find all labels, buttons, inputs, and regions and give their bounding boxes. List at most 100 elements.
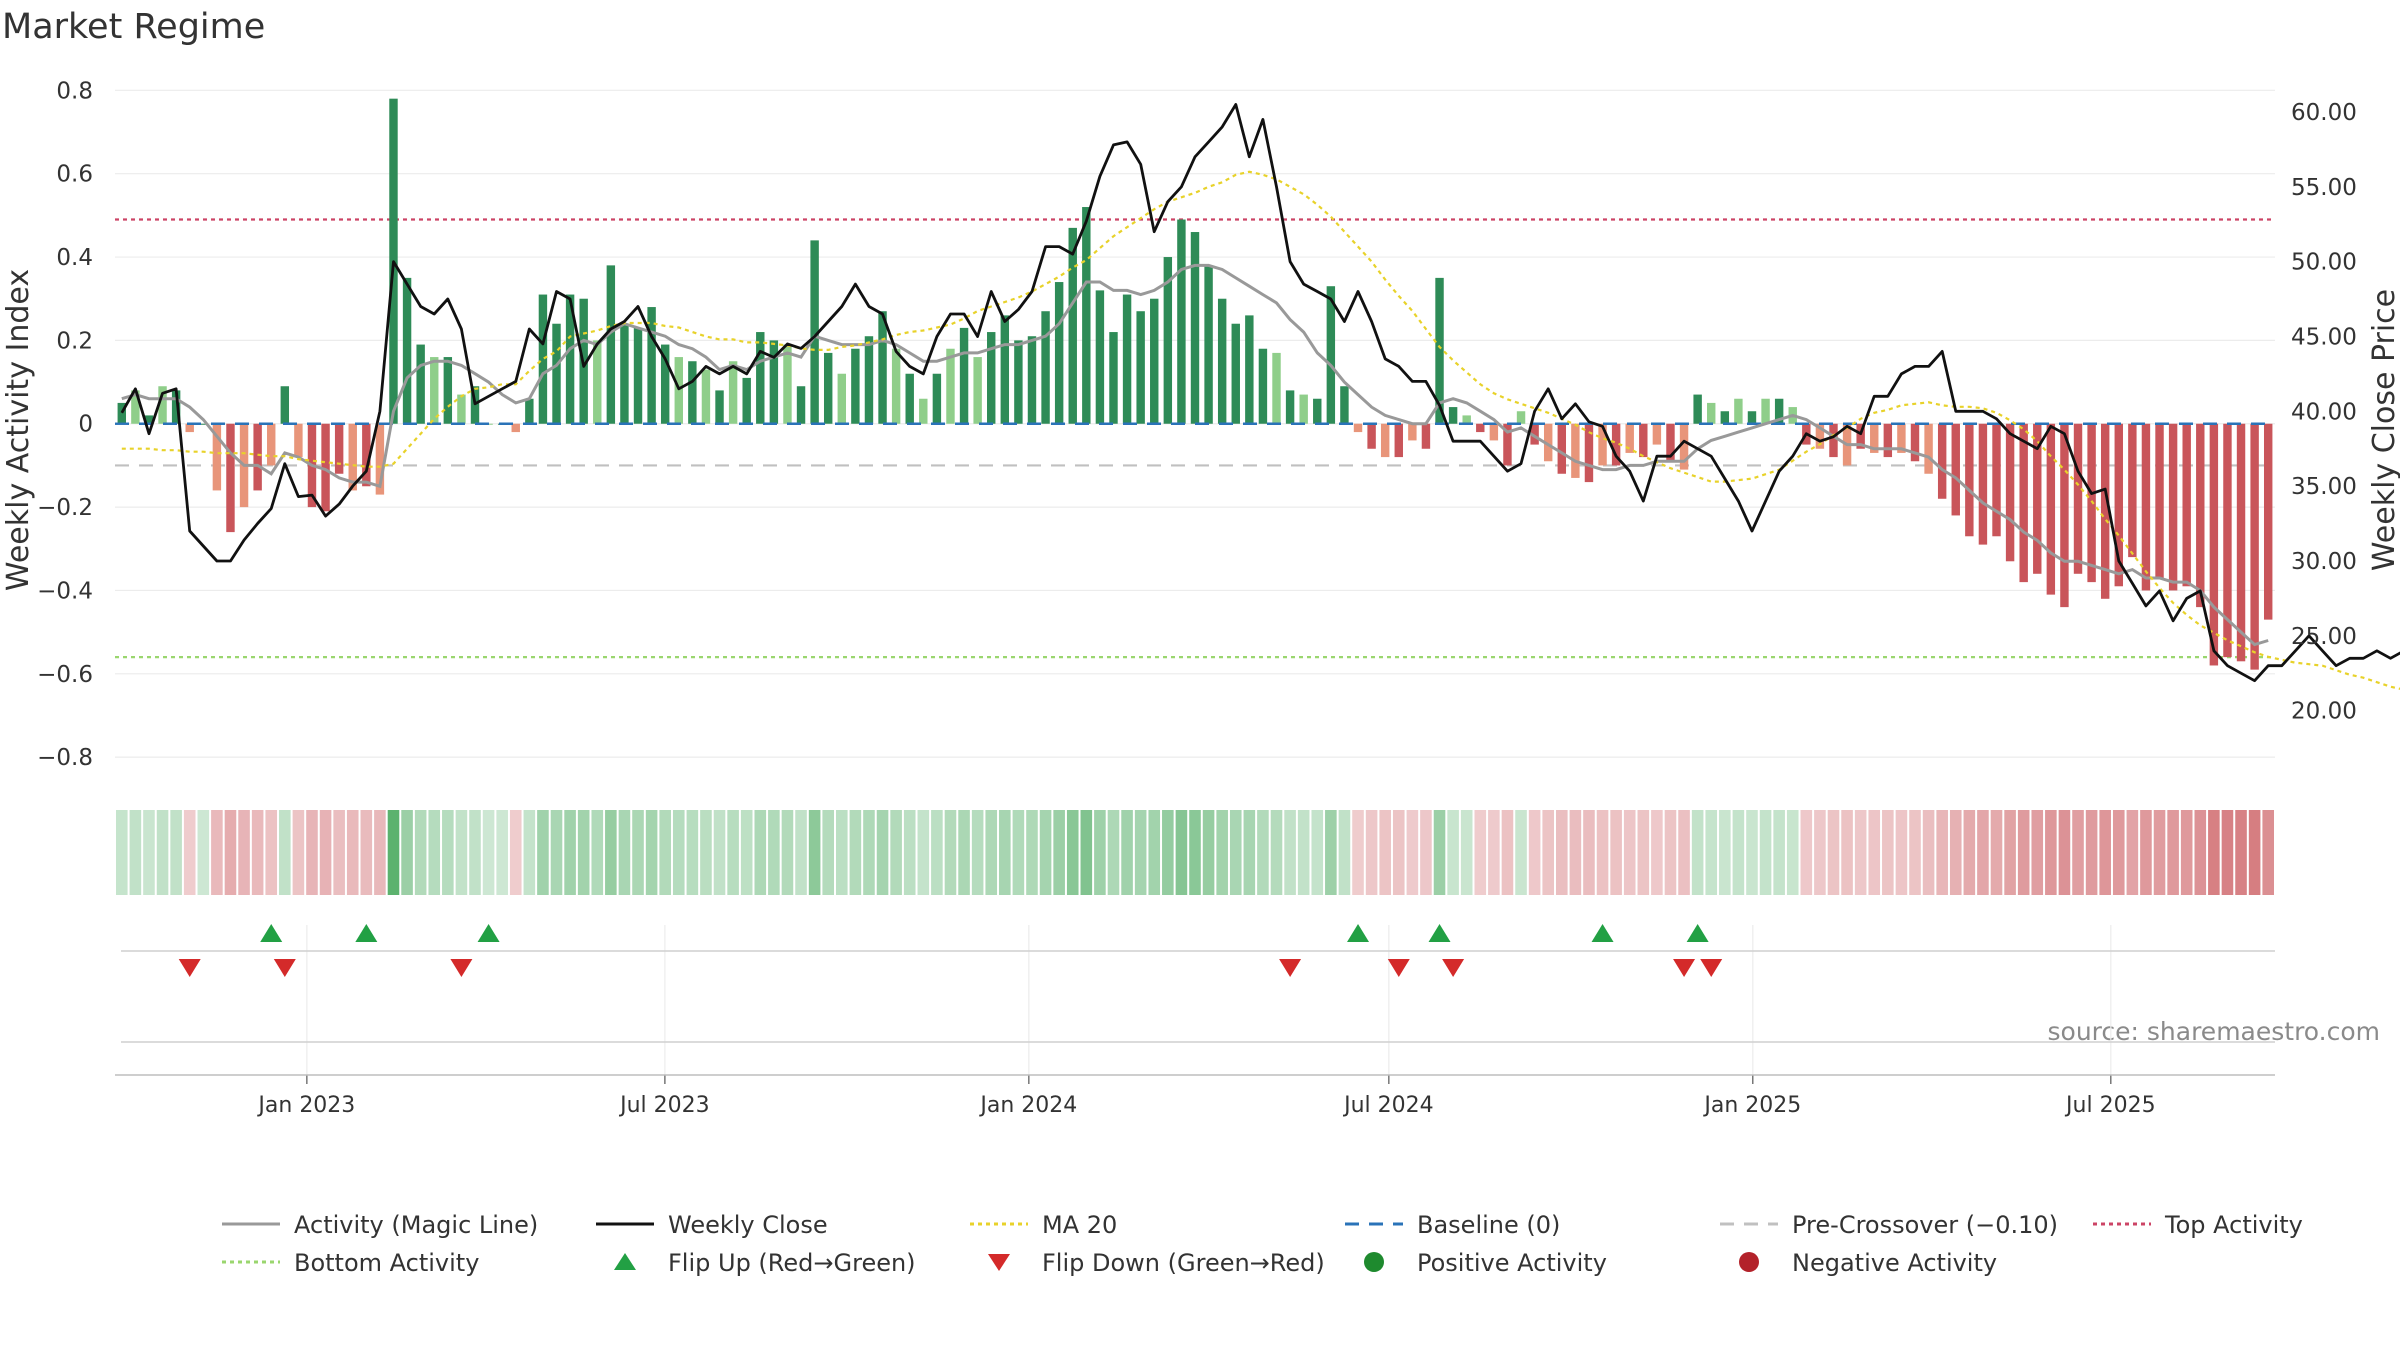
activity-bar (2141, 423, 2151, 591)
activity-bar (1774, 398, 1784, 424)
legend-label: Flip Up (Red→Green) (668, 1249, 916, 1277)
activity-bar (1910, 423, 1920, 462)
regime-cell (1515, 810, 1527, 895)
regime-cell (808, 810, 821, 895)
regime-cell (836, 810, 848, 895)
activity-bar (253, 423, 262, 491)
regime-cell (727, 810, 739, 895)
regime-cell (1719, 810, 1731, 895)
activity-bar (756, 332, 765, 424)
regime-cell (985, 810, 998, 895)
regime-cell (1854, 810, 1867, 895)
flip-up-marker (260, 924, 283, 942)
regime-strip (116, 810, 2274, 895)
regime-cell (455, 810, 468, 895)
activity-bar (1041, 311, 1050, 424)
activity-bar (728, 361, 738, 424)
activity-bar (2236, 423, 2246, 662)
y-tick-left: 0.8 (56, 78, 93, 104)
regime-cell (319, 810, 332, 895)
activity-bar (987, 332, 996, 424)
flip-up-marker (1686, 924, 1709, 942)
regime-cell (2099, 810, 2111, 895)
regime-cell (1012, 810, 1025, 895)
legend-label: Activity (Magic Line) (294, 1211, 538, 1239)
flip-up-marker (1347, 924, 1370, 942)
regime-cell (2017, 810, 2030, 895)
activity-bar (1761, 398, 1770, 424)
x-tick-label: Jan 2024 (978, 1093, 1077, 1118)
regime-cell (1759, 810, 1772, 895)
activity-bar (932, 373, 942, 424)
regime-cell (1556, 810, 1568, 895)
activity-bar (2019, 423, 2028, 583)
activity-bar (1516, 411, 1526, 424)
activity-bar (267, 423, 276, 466)
activity-bar (348, 423, 357, 491)
regime-cell (1039, 810, 1052, 895)
activity-bar (1258, 348, 1268, 424)
regime-cell (849, 810, 862, 895)
regime-cell (1868, 810, 1881, 895)
activity-bar (1720, 411, 1730, 424)
regime-cell (1379, 810, 1391, 895)
activity-bar (1639, 423, 1648, 458)
regime-cell (1678, 810, 1690, 895)
activity-bar (1679, 423, 1689, 470)
regime-cell (672, 810, 685, 895)
activity-bar (2087, 423, 2096, 583)
activity-bar (606, 265, 616, 424)
regime-cell (1827, 810, 1840, 895)
activity-bar (2114, 423, 2123, 587)
weekly-close-line (120, 103, 2400, 683)
legend-label: Pre-Crossover (−0.10) (1792, 1211, 2058, 1239)
regime-cell (482, 810, 495, 895)
regime-cell (346, 810, 359, 895)
regime-cell (795, 810, 807, 895)
activity-bar (1190, 232, 1200, 424)
activity-bar (1897, 423, 1906, 453)
legend-label: Flip Down (Green→Red) (1042, 1249, 1325, 1277)
activity-bar (1951, 423, 1960, 516)
activity-bar (2223, 423, 2232, 658)
activity-bar (1394, 423, 1403, 458)
activity-bar (1095, 290, 1105, 424)
activity-bar (199, 423, 208, 425)
activity-bar (1027, 336, 1037, 424)
regime-cell (1542, 810, 1554, 895)
regime-cell (863, 810, 875, 895)
activity-bar (1584, 423, 1594, 483)
legend-dot-icon (1739, 1252, 1759, 1272)
regime-cell (251, 810, 264, 895)
regime-cell (1026, 810, 1038, 895)
activity-bar (2155, 423, 2164, 578)
activity-bar (1571, 423, 1580, 478)
regime-cell (197, 810, 210, 895)
y-tick-right: 30.00 (2291, 549, 2357, 575)
regime-cell (713, 810, 726, 895)
flip-up-marker (1591, 924, 1614, 942)
regime-cell (1134, 810, 1147, 895)
regime-cell (1365, 810, 1378, 895)
activity-bar (660, 344, 670, 424)
activity-bar (919, 398, 928, 424)
regime-cell (1216, 810, 1228, 895)
activity-bar (416, 344, 425, 424)
magic-line (121, 263, 2269, 647)
regime-cell (2180, 810, 2193, 895)
activity-bar (212, 423, 222, 491)
regime-cell (2153, 810, 2166, 895)
activity-bar (1000, 315, 1010, 424)
activity-bar (2100, 423, 2110, 599)
activity-bar (1122, 294, 1132, 424)
y-tick-left: 0.4 (56, 245, 93, 271)
activity-bar (1272, 352, 1281, 424)
activity-bar (511, 423, 520, 433)
regime-cell (170, 810, 182, 895)
x-tick-label: Jul 2024 (1342, 1093, 1434, 1118)
regime-cell (1162, 810, 1174, 895)
y-axis-right-label: Weekly Close Price (2367, 289, 2400, 571)
activity-bar (1136, 311, 1145, 424)
regime-cell (1270, 810, 1283, 895)
activity-bar (688, 361, 697, 424)
